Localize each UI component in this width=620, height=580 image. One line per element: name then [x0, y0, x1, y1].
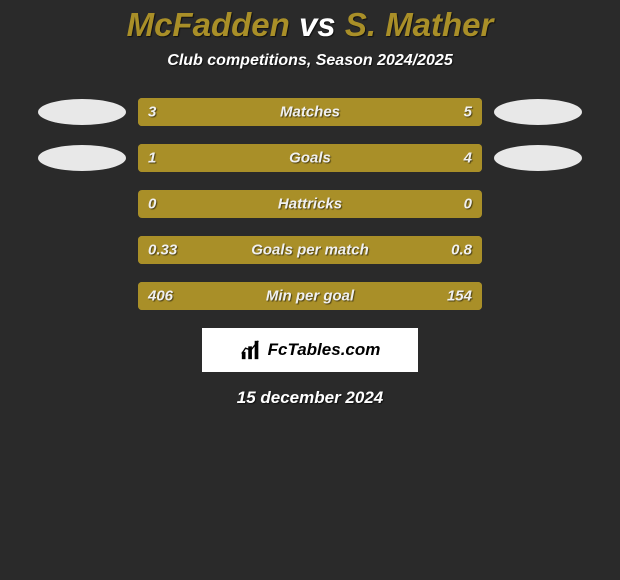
bar-fill-right	[207, 144, 482, 172]
stat-bar: 406 Min per goal 154	[138, 282, 482, 310]
stat-label: Goals per match	[251, 242, 369, 259]
stat-label: Min per goal	[266, 288, 354, 305]
stat-row: 0 Hattricks 0	[0, 190, 620, 218]
comparison-card: McFadden vs S. Mather Club competitions,…	[0, 0, 620, 408]
logo-box: FcTables.com	[202, 328, 418, 372]
stat-value-right: 4	[464, 150, 472, 167]
title-vs: vs	[299, 6, 336, 43]
title-player1: McFadden	[127, 6, 290, 43]
stat-row: 406 Min per goal 154	[0, 282, 620, 310]
stat-label: Goals	[289, 150, 331, 167]
stat-value-left: 0.33	[148, 242, 177, 259]
stat-value-right: 5	[464, 104, 472, 121]
stat-label: Hattricks	[278, 196, 342, 213]
page-title: McFadden vs S. Mather	[0, 6, 620, 44]
stat-value-right: 0	[464, 196, 472, 213]
stat-bar: 3 Matches 5	[138, 98, 482, 126]
stat-row: 0.33 Goals per match 0.8	[0, 236, 620, 264]
stat-value-left: 1	[148, 150, 156, 167]
stat-row: 3 Matches 5	[0, 98, 620, 126]
stat-value-right: 0.8	[451, 242, 472, 259]
title-player2: S. Mather	[345, 6, 494, 43]
stat-value-right: 154	[447, 288, 472, 305]
stats-list: 3 Matches 5 1 Goals 4 0 Hattricks 0 0.33 Goals per…	[0, 98, 620, 310]
stat-bar: 0.33 Goals per match 0.8	[138, 236, 482, 264]
subtitle: Club competitions, Season 2024/2025	[0, 52, 620, 70]
stat-value-left: 0	[148, 196, 156, 213]
bar-fill-left	[138, 98, 267, 126]
team-badge-right	[494, 99, 582, 125]
logo-text: FcTables.com	[268, 340, 381, 360]
stat-row: 1 Goals 4	[0, 144, 620, 172]
team-badge-left	[38, 145, 126, 171]
stat-value-left: 3	[148, 104, 156, 121]
stat-label: Matches	[280, 104, 340, 121]
team-badge-left	[38, 99, 126, 125]
date-text: 15 december 2024	[0, 388, 620, 408]
stat-bar: 1 Goals 4	[138, 144, 482, 172]
bar-chart-icon	[240, 339, 262, 361]
team-badge-right	[494, 145, 582, 171]
stat-value-left: 406	[148, 288, 173, 305]
stat-bar: 0 Hattricks 0	[138, 190, 482, 218]
